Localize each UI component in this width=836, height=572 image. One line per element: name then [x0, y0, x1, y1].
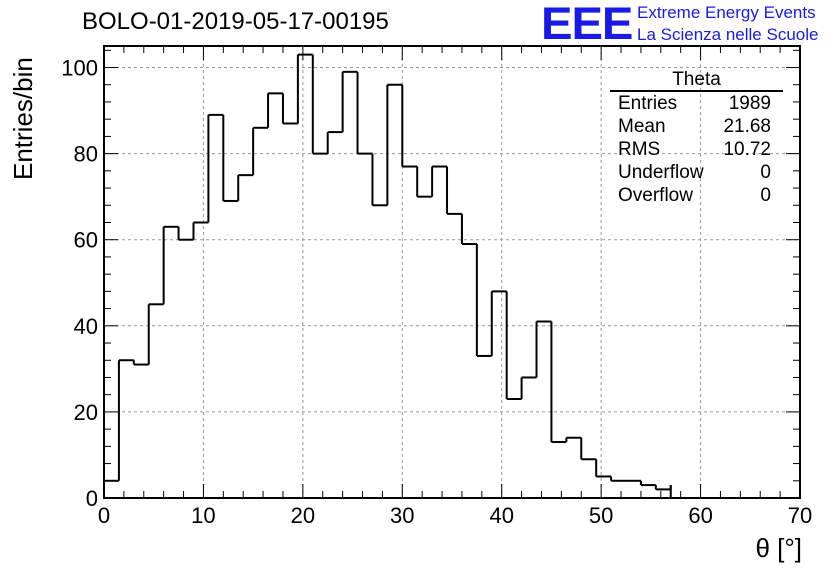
y-tick-label: 0	[86, 486, 98, 511]
stats-label: Overflow	[618, 185, 693, 206]
stats-row-entries: Entries 1989	[612, 92, 777, 115]
stats-label: Mean	[618, 116, 666, 137]
x-tick-label: 20	[291, 503, 315, 528]
logo-text-line-2: La Scienza nelle Scuole	[637, 25, 819, 44]
stats-box: Theta Entries 1989 Mean 21.68 RMS 10.72 Underf…	[610, 70, 783, 207]
x-tick-label: 10	[191, 503, 215, 528]
x-tick-label: 40	[489, 503, 513, 528]
plot-frame	[103, 45, 801, 499]
x-axis-label: θ [°]	[755, 533, 802, 563]
stats-row-overflow: Overflow 0	[612, 184, 777, 207]
stats-row-mean: Mean 21.68	[612, 115, 777, 138]
stats-row-underflow: Underflow 0	[612, 161, 777, 184]
x-tick-label: 60	[688, 503, 712, 528]
stats-value: 0	[760, 185, 771, 206]
y-tick-label: 40	[74, 314, 98, 339]
stats-label: RMS	[618, 139, 661, 160]
stats-title: Theta	[610, 70, 783, 92]
x-tick-label: 50	[589, 503, 613, 528]
stats-value: 10.72	[723, 139, 771, 160]
x-tick-label: 70	[788, 503, 812, 528]
y-tick-label: 60	[74, 228, 98, 253]
logo-text-line-1: Extreme Energy Events	[637, 3, 816, 22]
x-tick-label: 30	[390, 503, 414, 528]
eee-logo: EEE	[541, 0, 633, 49]
y-axis-label: Entries/bin	[8, 57, 38, 180]
stats-row-rms: RMS 10.72	[612, 138, 777, 161]
y-tick-label: 80	[74, 142, 98, 167]
stats-value: 0	[760, 162, 771, 183]
stats-label: Underflow	[618, 162, 704, 183]
stats-value: 1989	[728, 93, 771, 114]
stats-label: Entries	[618, 93, 678, 114]
y-tick-label: 20	[74, 400, 98, 425]
x-tick-label: 0	[98, 503, 110, 528]
plot-title: BOLO-01-2019-05-17-00195	[82, 8, 389, 35]
stats-value: 21.68	[723, 116, 771, 137]
y-tick-label: 100	[61, 56, 98, 81]
